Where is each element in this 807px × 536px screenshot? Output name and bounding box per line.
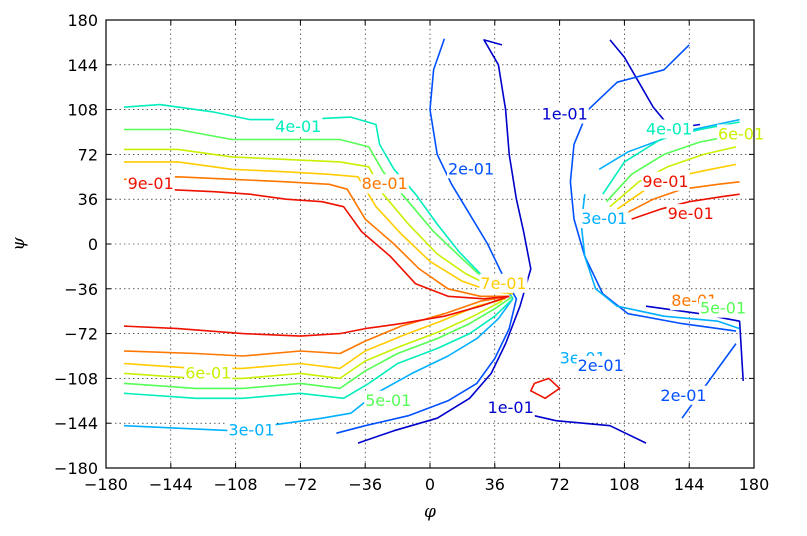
contour-line-7e-01 (124, 161, 513, 295)
contour-line-9e-01 (631, 193, 740, 220)
y-tick-label: −108 (54, 369, 98, 388)
grid (105, 19, 755, 469)
contour-label: 5e-01 (365, 391, 411, 410)
y-tick-label: −36 (64, 280, 98, 299)
x-tick-label: 36 (485, 475, 505, 494)
contour-label-background (576, 355, 625, 375)
contour-label: 1e-01 (542, 105, 588, 124)
ticks: −180 −144 −108 −72 −36 0 36 72 108 144 180 −180 −144… (54, 11, 769, 494)
contour-line-9e-01 (530, 377, 561, 400)
contour-label-background (717, 124, 766, 144)
contour-line-4e-01 (602, 121, 740, 195)
contour-label: 2e-01 (578, 356, 624, 375)
contour-label: 3e-01 (228, 421, 274, 440)
contour-label-background (184, 363, 233, 383)
contour-line-5e-01 (124, 128, 510, 295)
contour-label-background (479, 273, 528, 293)
contour-line-2e-01 (336, 38, 518, 434)
y-tick-label: 180 (67, 11, 98, 30)
contour-line-8e-01 (123, 295, 510, 357)
contour-line-1e-01 (609, 39, 701, 128)
contour-label: 7e-01 (480, 274, 526, 293)
contour-line-4e-01 (123, 298, 514, 400)
contour-line-4e-01 (123, 103, 507, 292)
x-tick-label: −36 (348, 475, 382, 494)
contour-label: 5e-01 (700, 299, 746, 318)
contour-label-background (641, 171, 690, 191)
contour-labels: 4e-01 8e-01 9e-01 2e-01 1e-01 3e-01 4e-01 6e-01… (126, 104, 766, 440)
contour-label-background (360, 174, 409, 194)
x-tick-label: 144 (674, 475, 705, 494)
contour-label: 8e-01 (362, 174, 408, 193)
y-tick-label: 0 (88, 235, 98, 254)
x-tick-label: −72 (284, 475, 318, 494)
contour-line-2e-01 (681, 343, 737, 419)
y-axis-label: ψ (9, 237, 29, 251)
x-axis-label: φ (424, 502, 436, 522)
contour-label: 4e-01 (275, 117, 321, 136)
contour-line-6e-01 (609, 146, 737, 208)
contour-line-9e-01 (159, 188, 510, 300)
y-tick-label: 144 (67, 56, 98, 75)
contour-line-9e-01 (123, 295, 510, 337)
contour-label-background (580, 209, 629, 229)
contour-label: 1e-01 (488, 398, 534, 417)
contour-label-background (540, 104, 589, 124)
x-tick-label: 0 (425, 475, 435, 494)
contour-line-1e-01 (357, 39, 532, 444)
contour-label: 2e-01 (660, 386, 706, 405)
y-tick-label: −72 (64, 325, 98, 344)
contour-label-background (364, 390, 413, 410)
contour-label-background (645, 119, 694, 139)
x-tick-label: 72 (549, 475, 569, 494)
contour-label-background (126, 174, 175, 194)
y-tick-label: 108 (67, 101, 98, 120)
contour-label-background (447, 159, 496, 179)
contour-line-3e-01 (580, 194, 740, 330)
contour-label: 4e-01 (646, 119, 692, 138)
contour-line-5e-01 (123, 295, 514, 390)
x-tick-label: −180 (84, 475, 128, 494)
y-tick-label: −180 (54, 459, 98, 478)
contour-label: 2e-01 (448, 159, 494, 178)
contour-label-background (666, 204, 715, 224)
y-tick-label: 36 (78, 190, 98, 209)
x-tick-label: −144 (149, 475, 193, 494)
contour-label: 9e-01 (642, 172, 688, 191)
contour-lines (123, 38, 744, 444)
y-tick-label: 72 (78, 145, 98, 164)
contour-line-2e-01 (569, 44, 737, 332)
contour-line-5e-01 (605, 133, 740, 203)
x-tick-label: 180 (739, 475, 770, 494)
contour-label: 3e-01 (581, 209, 627, 228)
contour-label-background (486, 398, 535, 418)
x-tick-label: −108 (214, 475, 258, 494)
contour-label: 9e-01 (668, 204, 714, 223)
x-tick-label: 108 (609, 475, 640, 494)
contour-label: 9e-01 (128, 174, 174, 193)
contour-label: 6e-01 (185, 363, 231, 382)
contour-label-background (227, 420, 276, 440)
contour-label-background (659, 385, 708, 405)
contour-label: 6e-01 (718, 124, 764, 143)
contour-label-background (699, 298, 748, 318)
y-tick-label: −144 (54, 414, 98, 433)
contour-label-background (274, 117, 323, 136)
contour-line-8e-01 (123, 176, 510, 298)
